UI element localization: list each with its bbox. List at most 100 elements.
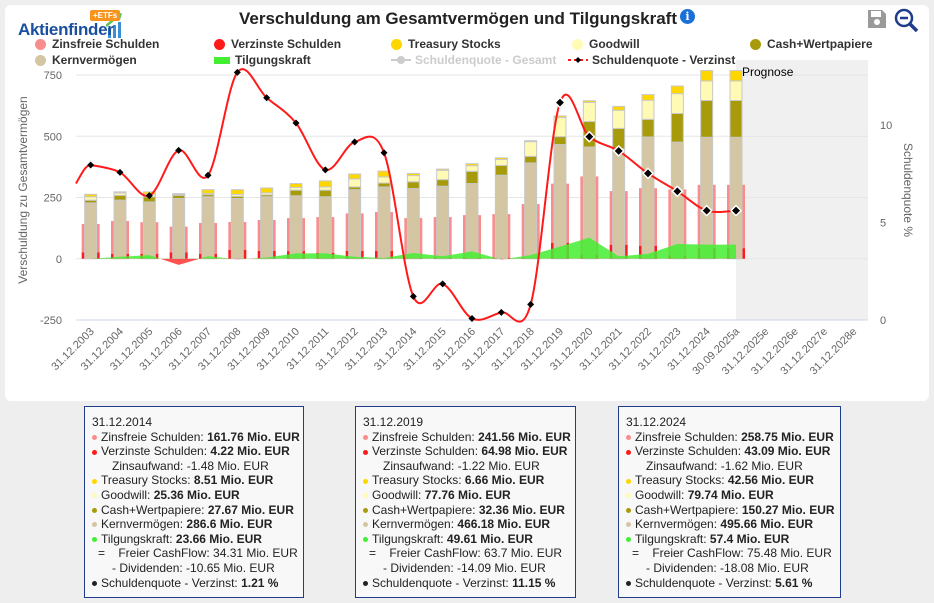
bullet-icon — [92, 478, 97, 484]
legend-label: Zinsfreie Schulden — [52, 37, 160, 51]
tooltip-value: 258.75 Mio. EUR — [741, 429, 834, 444]
tooltip-subline: Zinsaufwand: -1.22 Mio. EUR — [383, 458, 540, 473]
bar-treasury-stocks — [406, 172, 420, 177]
bullet-icon — [626, 580, 631, 586]
tooltip-line: Verzinste Schulden: 64.98 Mio. EUR — [363, 444, 568, 459]
legend-item-tilgungskraft[interactable]: Tilgungskraft — [214, 53, 311, 67]
bullet-icon — [626, 537, 631, 543]
area-tilgungskraft — [90, 237, 736, 259]
point-schuldenquote-verzinst — [116, 168, 124, 176]
tooltip-line: Cash+Wertpapiere: 27.67 Mio. EUR — [92, 503, 296, 518]
tooltip-line: Verzinste Schulden: 4.22 Mio. EUR — [92, 444, 296, 459]
legend-item-treasury-stocks[interactable]: Treasury Stocks — [391, 37, 501, 51]
legend-item-goodwill[interactable]: Goodwill — [572, 37, 640, 51]
point-schuldenquote-verzinst — [439, 280, 447, 288]
y-tick-label: -250 — [40, 315, 62, 327]
tooltip-value: 1.21 % — [241, 575, 279, 590]
info-icon[interactable]: i — [680, 9, 695, 24]
bar-cash-wertpapiere — [465, 170, 479, 185]
bar-cash-wertpapiere — [494, 164, 508, 176]
tooltip-label: Schuldenquote - Verzinst: — [635, 575, 776, 590]
tooltip-label: Goodwill: — [372, 487, 425, 502]
point-schuldenquote-verzinst — [351, 138, 359, 146]
bar-treasury-stocks — [84, 193, 98, 198]
bar-treasury-stocks — [201, 189, 215, 195]
bar-kernvermögen — [436, 185, 450, 260]
bullet-icon — [92, 522, 97, 528]
point-schuldenquote-verzinst — [233, 68, 241, 76]
tooltip-label: Cash+Wertpapiere: — [372, 502, 479, 517]
tooltip-label: Verzinste Schulden: — [101, 444, 211, 459]
legend-item-cash-wertpapiere[interactable]: Cash+Wertpapiere — [750, 37, 873, 51]
tooltip-label: Zinsfreie Schulden: — [101, 429, 208, 444]
bar-treasury-stocks — [670, 85, 684, 95]
zoom-out-icon[interactable] — [894, 8, 920, 34]
tooltip-label: Cash+Wertpapiere: — [101, 502, 208, 517]
tooltip-line: Zinsfreie Schulden: 241.56 Mio. EUR — [363, 430, 571, 445]
tooltip-label: Goodwill: — [101, 487, 154, 502]
bar-treasury-stocks — [582, 100, 596, 103]
bar-cash-wertpapiere — [700, 99, 714, 138]
bullet-icon — [92, 449, 97, 455]
tooltip-value: 79.74 Mio. EUR — [687, 487, 774, 502]
tooltip-line: Treasury Stocks: 8.51 Mio. EUR — [92, 473, 296, 488]
bullet-icon — [363, 493, 368, 499]
legend-item-kernvermögen[interactable]: Kernvermögen — [35, 53, 137, 67]
y-tick-label: 0 — [56, 254, 62, 266]
tooltip-value: 495.66 Mio. EUR — [720, 517, 814, 532]
bar-treasury-stocks — [436, 168, 450, 171]
tooltip-value: 25.36 Mio. EUR — [153, 487, 240, 502]
tooltip-label: Tilgungskraft: — [101, 531, 176, 546]
tooltip-subline: - Dividenden: -18.08 Mio. EUR — [646, 560, 809, 575]
bar-kernvermögen — [612, 148, 626, 260]
point-schuldenquote-verzinst — [409, 292, 417, 300]
bar-kernvermögen — [729, 136, 743, 260]
tooltip-line: Goodwill: 25.36 Mio. EUR — [92, 488, 296, 503]
bullet-icon — [363, 434, 368, 440]
legend-label: Verzinste Schulden — [231, 37, 342, 51]
bar-kernvermögen — [494, 174, 508, 260]
legend-label: Goodwill — [589, 37, 640, 51]
tooltip-31.12.2014: 31.12.2014 Zinsfreie Schulden: 161.76 Mio… — [84, 406, 304, 598]
legend-item-schuldenquote-gesamt[interactable]: Schuldenquote - Gesamt — [391, 53, 556, 67]
legend-marker-icon — [391, 38, 402, 50]
tooltip-value: 286.6 Mio. EUR — [186, 517, 273, 532]
bar-treasury-stocks — [612, 105, 626, 111]
tooltip-line: Goodwill: 77.76 Mio. EUR — [363, 488, 568, 503]
forecast-label: Prognose — [742, 65, 794, 79]
tooltip-subline: = Freier CashFlow: 63.7 Mio. EUR — [369, 546, 563, 561]
bullet-icon — [363, 478, 368, 484]
bar-cash-wertpapiere — [289, 189, 303, 197]
tooltip-value: 32.36 Mio. EUR — [478, 502, 565, 517]
legend-item-schuldenquote-verzinst[interactable]: Schuldenquote - Verzinst — [568, 53, 735, 67]
bullet-icon — [92, 507, 97, 513]
bar-treasury-stocks — [465, 163, 479, 167]
bar-treasury-stocks — [318, 180, 332, 188]
tooltip-value: 27.67 Mio. EUR — [207, 502, 294, 517]
bar-kernvermögen — [230, 197, 244, 260]
y-right-axis-label: Schuldenquote % — [901, 143, 915, 237]
tooltip-subline: Zinsaufwand: -1.62 Mio. EUR — [646, 458, 803, 473]
tooltip-value: 42.56 Mio. EUR — [727, 473, 814, 488]
tooltip-subline: = Freier CashFlow: 34.31 Mio. EUR — [98, 546, 298, 561]
tooltip-value: 6.66 Mio. EUR — [464, 473, 545, 488]
bar-goodwill — [406, 175, 420, 183]
bullet-icon — [92, 537, 97, 543]
legend-item-zinsfreie-schulden[interactable]: Zinsfreie Schulden — [35, 37, 159, 51]
tooltip-line: Tilgungskraft: 49.61 Mio. EUR — [363, 532, 568, 547]
tooltip-label: Schuldenquote - Verzinst: — [101, 575, 242, 590]
bar-kernvermögen — [406, 188, 420, 260]
logo[interactable]: +ETFs Aktienfinder — [18, 10, 128, 42]
save-icon[interactable] — [866, 8, 888, 30]
point-schuldenquote-verzinst — [292, 119, 300, 127]
bar-goodwill — [729, 80, 743, 101]
tooltip-label: Cash+Wertpapiere: — [635, 502, 742, 517]
legend-label: Schuldenquote - Gesamt — [415, 53, 557, 67]
legend-item-verzinste-schulden[interactable]: Verzinste Schulden — [214, 37, 341, 51]
bar-goodwill — [494, 159, 508, 166]
point-schuldenquote-verzinst — [321, 166, 329, 174]
tooltip-line: Zinsfreie Schulden: 161.76 Mio. EUR — [92, 429, 300, 445]
point-schuldenquote-verzinst — [700, 204, 713, 217]
tooltip-value: 8.51 Mio. EUR — [193, 473, 274, 488]
tooltip-line: Kernvermögen: 286.6 Mio. EUR — [92, 517, 296, 532]
